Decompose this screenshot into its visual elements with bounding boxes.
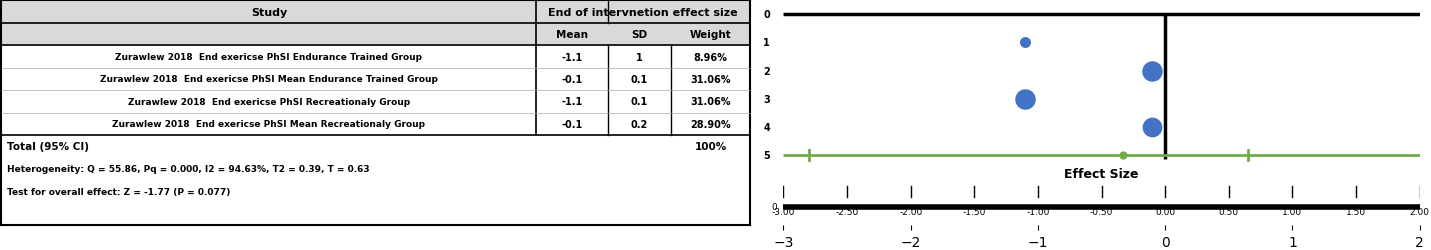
Point: [1141, 69, 1163, 73]
Text: 2.00: 2.00: [1410, 207, 1430, 216]
Point: [1013, 41, 1036, 45]
Text: 1: 1: [635, 52, 643, 62]
Point: [1112, 153, 1135, 157]
Text: 100%: 100%: [694, 142, 727, 152]
Text: 1.50: 1.50: [1347, 207, 1367, 216]
Text: 5: 5: [763, 150, 770, 160]
Text: 1: 1: [763, 38, 770, 48]
Text: Mean: Mean: [557, 30, 588, 40]
Text: 3: 3: [763, 94, 770, 104]
Text: -1.1: -1.1: [561, 97, 582, 107]
Text: 0.1: 0.1: [631, 75, 648, 85]
Text: 0.00: 0.00: [1155, 207, 1175, 216]
Text: Study: Study: [250, 8, 288, 18]
Text: Zurawlew 2018  End exericse PhSI Mean Endurance Trained Group: Zurawlew 2018 End exericse PhSI Mean End…: [100, 75, 438, 84]
Text: 0.1: 0.1: [631, 97, 648, 107]
Text: 8.96%: 8.96%: [694, 52, 727, 62]
Text: Zurawlew 2018  End exericse PhSI Recreationaly Group: Zurawlew 2018 End exericse PhSI Recreati…: [127, 98, 411, 106]
Bar: [1, 24, 750, 46]
Text: 1.00: 1.00: [1282, 207, 1302, 216]
Text: -0.1: -0.1: [561, 75, 582, 85]
Bar: [1, 2, 750, 24]
Text: 28.90%: 28.90%: [690, 120, 731, 129]
Text: 2: 2: [763, 66, 770, 76]
Text: -2.00: -2.00: [899, 207, 923, 216]
Text: End of intervnetion effect size: End of intervnetion effect size: [548, 8, 738, 18]
Point: [1013, 97, 1036, 101]
Text: -1.50: -1.50: [963, 207, 986, 216]
Text: -0.50: -0.50: [1090, 207, 1113, 216]
Text: Test for overall effect: Z = -1.77 (P = 0.077): Test for overall effect: Z = -1.77 (P = …: [7, 187, 230, 196]
Text: 0.2: 0.2: [631, 120, 648, 129]
Text: Total (95% CI): Total (95% CI): [7, 142, 89, 152]
Text: 4: 4: [763, 122, 770, 132]
Text: Heterogeneity: Q = 55.86, Pq = 0.000, I2 = 94.63%, T2 = 0.39, T = 0.63: Heterogeneity: Q = 55.86, Pq = 0.000, I2…: [7, 164, 371, 173]
Text: Zurawlew 2018  End exericse PhSI Endurance Trained Group: Zurawlew 2018 End exericse PhSI Enduranc…: [116, 53, 422, 62]
Text: SD: SD: [631, 30, 647, 40]
Text: -1.1: -1.1: [561, 52, 582, 62]
Text: 0: 0: [771, 202, 777, 211]
Text: Weight: Weight: [690, 30, 731, 40]
Text: -1.00: -1.00: [1026, 207, 1049, 216]
Text: 31.06%: 31.06%: [690, 75, 731, 85]
Text: 0.50: 0.50: [1219, 207, 1239, 216]
Text: Effect Size: Effect Size: [1065, 167, 1139, 180]
Text: 0: 0: [763, 10, 770, 20]
Text: -2.50: -2.50: [836, 207, 859, 216]
Text: 31.06%: 31.06%: [690, 97, 731, 107]
Text: -0.1: -0.1: [561, 120, 582, 129]
Point: [1141, 125, 1163, 129]
Text: Zurawlew 2018  End exericse PhSI Mean Recreationaly Group: Zurawlew 2018 End exericse PhSI Mean Rec…: [113, 120, 425, 129]
Text: -3.00: -3.00: [771, 207, 796, 216]
